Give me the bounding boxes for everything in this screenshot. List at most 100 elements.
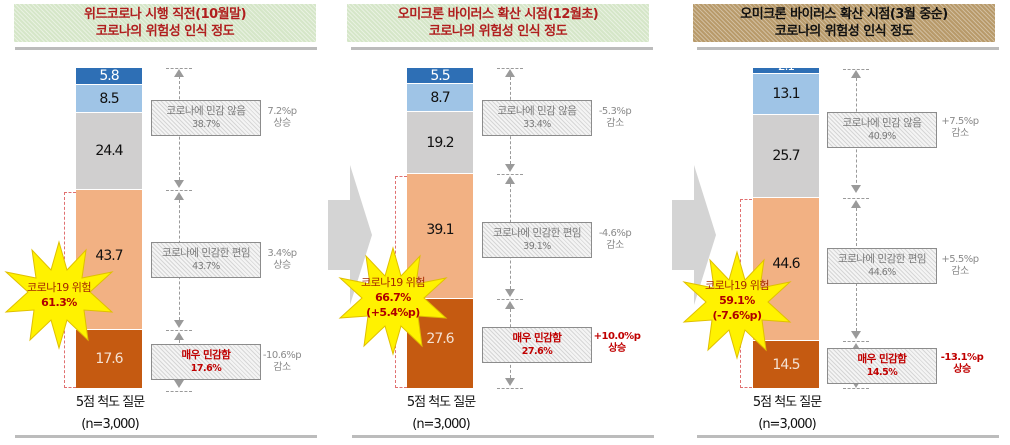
panel1-xlabel-line2: (n=3,000) bbox=[81, 417, 140, 432]
panel2-tick-2 bbox=[497, 174, 523, 175]
panel2-title: 오미크론 바이러스 확산 시점(12월초) 코로나의 위험성 인식 정도 bbox=[347, 4, 649, 42]
panel2-tick-top bbox=[497, 68, 523, 69]
panel1-burst-icon bbox=[4, 240, 114, 350]
panel1-box-not-sensitive-pct: 38.7% bbox=[192, 119, 220, 130]
panel2-arrow-up-1 bbox=[505, 69, 515, 77]
panel3-box-very: 매우 민감함 14.5% bbox=[827, 348, 937, 384]
panel3-tick-bottom bbox=[843, 388, 869, 389]
panel3-bottom-rule bbox=[697, 435, 999, 438]
panel2-seg-neutral: 19.2 bbox=[407, 112, 473, 174]
panel1-seg-not-at-all: 5.8 bbox=[76, 68, 142, 85]
panel3-change-sensitive-value: +5.5%p bbox=[941, 254, 979, 265]
panel1-box-sensitive-label: 코로나에 민감한 편임 bbox=[161, 247, 251, 259]
panel1-tick-3 bbox=[166, 330, 192, 331]
panel2-arrow-up-3 bbox=[505, 301, 515, 309]
panel2-burst-icon bbox=[338, 246, 448, 356]
panel3-arrow-down-2 bbox=[851, 331, 861, 339]
panel3-box-sensitive: 코로나에 민감한 편임 44.6% bbox=[827, 248, 937, 284]
panel2-bottom-rule bbox=[352, 435, 654, 438]
panel1-change-not-sensitive-dir: 상승 bbox=[273, 118, 291, 129]
panel2-seg-not-sensitive: 8.7 bbox=[407, 84, 473, 112]
panel1-change-sensitive-value: 3.4%p bbox=[267, 248, 297, 259]
panel3-seg-not-at-all: 2.1 bbox=[753, 68, 819, 74]
panel3-box-sensitive-label: 코로나에 민감한 편임 bbox=[837, 253, 927, 265]
panel3-title: 오미크론 바이러스 확산 시점(3월 중순) 코로나의 위험성 인식 정도 bbox=[693, 4, 995, 42]
panel3-change-sensitive: +5.5%p 감소 bbox=[935, 254, 985, 278]
panel2-arrow-down-3 bbox=[505, 378, 515, 386]
panel3-change-not-sensitive-value: +7.5%p bbox=[941, 116, 979, 127]
panel1-xlabel: 5점 척도 질문 (n=3,000) bbox=[50, 392, 170, 436]
panel2-seg-not-at-all: 5.5 bbox=[407, 68, 473, 84]
panel3-burst-delta: (-7.6%p) bbox=[712, 309, 762, 322]
panel2-change-not-sensitive-dir: 감소 bbox=[606, 118, 624, 129]
panel2-arrow-up-2 bbox=[505, 176, 515, 184]
panel2-change-not-sensitive-value: -5.3%p bbox=[598, 106, 632, 117]
panel3-arrow-up-3 bbox=[851, 343, 861, 351]
panel2-change-not-sensitive: -5.3%p 감소 bbox=[590, 106, 640, 130]
panel2-burst-value: 66.7% bbox=[375, 291, 411, 304]
panel1-title-line1: 위드코로나 시행 직전(10월말) bbox=[83, 7, 247, 22]
panel1-tick-bottom bbox=[166, 391, 192, 392]
panel3-burst-label: 코로나19 위험 bbox=[704, 279, 770, 292]
panel3-change-not-sensitive-dir: 감소 bbox=[951, 128, 969, 139]
panel2-xlabel-line2: (n=3,000) bbox=[412, 417, 471, 432]
panel3-seg-neutral: 25.7 bbox=[753, 115, 819, 198]
panel2-change-sensitive: -4.6%p 감소 bbox=[590, 228, 640, 252]
panel1-arrow-down-2 bbox=[174, 320, 184, 328]
panel3-seg-very-sensitive: 14.5 bbox=[753, 341, 819, 388]
panel2-arrow-down-2 bbox=[505, 289, 515, 297]
panel2-box-not-sensitive-label: 코로나에 민감 않음 bbox=[497, 105, 577, 117]
panel3-tick-2 bbox=[843, 198, 869, 199]
panel2-change-very-dir: 상승 bbox=[608, 343, 626, 354]
panel2-change-sensitive-dir: 감소 bbox=[606, 240, 624, 251]
panel2-box-very-label: 매우 민감함 bbox=[512, 332, 562, 344]
panel2-box-sensitive-pct: 39.1% bbox=[523, 241, 551, 252]
panel1-arrow-down-3 bbox=[174, 380, 184, 388]
panel2-box-very-pct: 27.6% bbox=[521, 346, 553, 357]
panel3-arrow-up-2 bbox=[851, 200, 861, 208]
panel1-box-not-sensitive: 코로나에 민감 않음 38.7% bbox=[151, 100, 261, 136]
panel1-title-rule bbox=[15, 47, 317, 50]
panel1-burst-text: 코로나19 위험 61.3% bbox=[4, 280, 114, 310]
panel1-tick-top bbox=[166, 68, 192, 69]
panel2-change-very-value: +10.0%p bbox=[593, 331, 641, 342]
panel3-box-very-pct: 14.5% bbox=[866, 367, 898, 378]
panel3-box-not-sensitive: 코로나에 민감 않음 40.9% bbox=[827, 112, 937, 148]
panel2-tick-bottom bbox=[497, 388, 523, 389]
panel3-title-line2: 코로나의 위험성 인식 정도 bbox=[774, 24, 914, 39]
panel3-box-sensitive-pct: 44.6% bbox=[868, 267, 896, 278]
panel1-change-not-sensitive-value: 7.2%p bbox=[267, 106, 297, 117]
panel3-title-rule bbox=[697, 47, 999, 50]
panel1-burst-value: 61.3% bbox=[41, 296, 77, 309]
panel2-burst-text: 코로나19 위험 66.7% (+5.4%p) bbox=[338, 275, 448, 320]
panel1-arrow-up-2 bbox=[174, 192, 184, 200]
panel3-tick-top bbox=[843, 69, 869, 70]
panel3-change-very-value: -13.1%p bbox=[940, 352, 984, 363]
panel2-title-rule bbox=[351, 47, 653, 50]
panel2-xlabel-line1: 5점 척도 질문 bbox=[406, 395, 476, 410]
panel3-change-not-sensitive: +7.5%p 감소 bbox=[935, 116, 985, 140]
panel3-arrow-up-1 bbox=[851, 70, 861, 78]
panel2-tick-3 bbox=[497, 299, 523, 300]
panel2-change-very: +10.0%p 상승 bbox=[592, 331, 642, 355]
panel2-box-sensitive-label: 코로나에 민감한 편임 bbox=[492, 227, 582, 239]
panel3-change-very: -13.1%p 상승 bbox=[937, 352, 987, 376]
panel2-box-very: 매우 민감함 27.6% bbox=[482, 327, 592, 363]
panel1-change-very-dir: 감소 bbox=[273, 362, 291, 373]
panel3-box-very-label: 매우 민감함 bbox=[857, 353, 907, 365]
panel1-burst-label: 코로나19 위험 bbox=[26, 281, 92, 294]
transition-arrow-icon-1 bbox=[328, 165, 372, 305]
panel3-arrow-down-3 bbox=[851, 380, 861, 388]
panel2-xlabel: 5점 척도 질문 (n=3,000) bbox=[381, 392, 501, 436]
panel2-arrow-down-1 bbox=[505, 164, 515, 172]
panel2-title-line2: 코로나의 위험성 인식 정도 bbox=[428, 24, 568, 39]
panel1-box-very-pct: 17.6% bbox=[190, 363, 222, 374]
transition-arrow-icon-2 bbox=[672, 165, 716, 305]
panel2-box-not-sensitive-pct: 33.4% bbox=[523, 119, 551, 130]
panel1-title-line2: 코로나의 위험성 인식 정도 bbox=[95, 24, 235, 39]
panel1-change-sensitive-dir: 상승 bbox=[273, 260, 291, 271]
panel1-title: 위드코로나 시행 직전(10월말) 코로나의 위험성 인식 정도 bbox=[14, 4, 316, 42]
panel1-change-very-value: -10.6%p bbox=[262, 350, 302, 361]
panel3-burst-value: 59.1% bbox=[719, 294, 755, 307]
panel3-burst-icon bbox=[682, 250, 792, 360]
